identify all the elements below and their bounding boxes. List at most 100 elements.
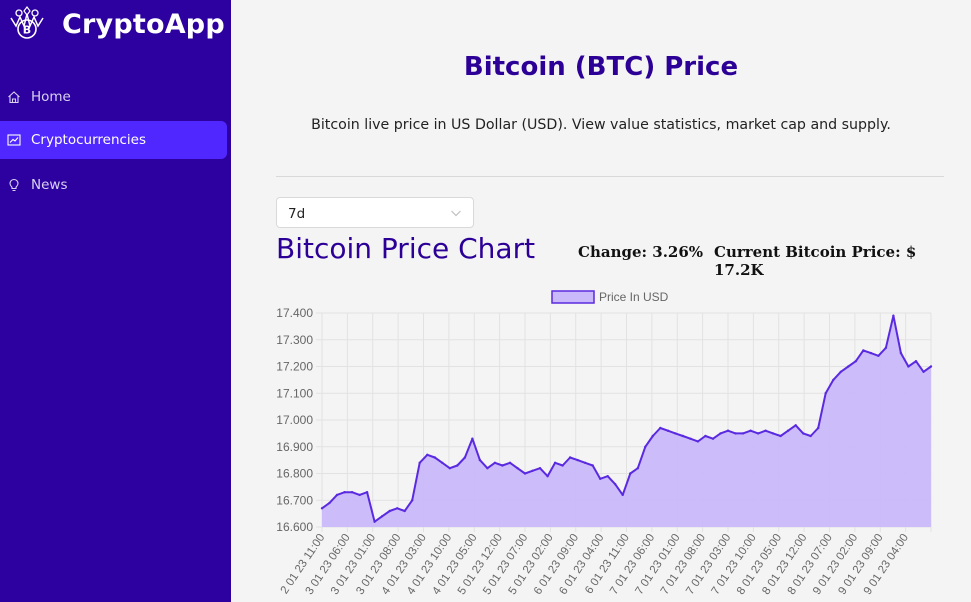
data-point (403, 509, 406, 513)
data-point (719, 432, 722, 435)
data-point (802, 432, 805, 435)
data-point (478, 458, 482, 462)
svg-text:B: B (23, 24, 31, 37)
data-point (388, 509, 391, 513)
data-point (320, 507, 324, 510)
main-content: Bitcoin (BTC) Price Bitcoin live price i… (231, 0, 971, 602)
data-point (749, 429, 752, 432)
data-point (696, 440, 700, 443)
fund-icon (7, 133, 21, 147)
data-point (591, 464, 594, 467)
data-point (726, 429, 730, 432)
sidebar-item-label: News (31, 177, 68, 193)
data-point (448, 467, 451, 470)
data-point (328, 501, 331, 505)
data-point (614, 483, 617, 486)
price-change: Change: 3.26% (578, 243, 704, 261)
data-point (899, 351, 903, 355)
data-point (365, 491, 369, 494)
data-point (681, 434, 685, 438)
data-point (636, 467, 639, 470)
data-point (546, 475, 549, 478)
data-point (606, 475, 609, 478)
data-point (659, 426, 662, 430)
y-tick-label: 17.000 (276, 413, 313, 427)
data-point (854, 360, 857, 363)
data-point (621, 493, 624, 497)
data-point (501, 464, 504, 467)
data-point (343, 491, 346, 494)
data-point (553, 461, 557, 464)
data-point (493, 461, 497, 464)
data-point (358, 493, 361, 497)
data-point (877, 354, 880, 357)
data-point (583, 461, 587, 464)
chevron-down-icon (451, 210, 461, 217)
current-price: Current Bitcoin Price: $ 17.2K (714, 243, 917, 279)
data-point (869, 351, 873, 355)
y-tick-label: 16.600 (276, 520, 313, 534)
data-point (373, 520, 376, 523)
divider (276, 176, 944, 177)
data-point (929, 365, 933, 368)
y-tick-label: 17.200 (276, 360, 313, 374)
y-tick-label: 16.700 (276, 493, 313, 507)
data-point (892, 314, 895, 317)
data-point (824, 392, 827, 395)
sidebar: B CryptoApp Home Cryptocurrencies News (0, 0, 231, 602)
legend-label: Price In USD (599, 290, 669, 304)
data-point (779, 434, 782, 438)
bulb-icon (7, 178, 21, 192)
home-icon (7, 90, 21, 104)
sidebar-item-label: Cryptocurrencies (31, 132, 147, 148)
data-point (741, 432, 745, 435)
data-point (568, 456, 572, 459)
data-point (508, 461, 512, 464)
y-tick-label: 17.100 (276, 386, 313, 400)
data-point (711, 437, 715, 440)
data-point (433, 456, 436, 459)
data-point (426, 453, 429, 456)
data-point (674, 432, 677, 435)
data-point (441, 461, 444, 464)
data-point (411, 499, 414, 502)
data-point (599, 477, 602, 480)
page-subtitle: Bitcoin live price in US Dollar (USD). V… (311, 117, 891, 133)
data-point (396, 507, 399, 510)
data-point (914, 360, 918, 363)
data-point (629, 472, 632, 475)
data-point (561, 464, 564, 467)
time-period-select[interactable]: 7d (276, 197, 474, 228)
brand[interactable]: B CryptoApp (8, 4, 225, 44)
sidebar-item-home[interactable]: Home (0, 78, 227, 116)
series-area (322, 315, 931, 527)
data-point (756, 432, 760, 435)
data-point (832, 378, 835, 382)
data-point (538, 467, 542, 470)
y-tick-label: 17.400 (276, 306, 313, 320)
data-point (456, 464, 459, 467)
sidebar-item-news[interactable]: News (0, 166, 227, 204)
page-title: Bitcoin (BTC) Price (463, 52, 739, 82)
data-point (486, 467, 489, 470)
data-point (644, 445, 647, 448)
data-point (817, 426, 820, 430)
data-point (884, 346, 888, 349)
y-tick-label: 16.900 (276, 440, 313, 454)
sidebar-item-label: Home (31, 89, 71, 105)
app-logo-icon: B (10, 6, 44, 39)
data-point (651, 434, 654, 438)
legend-swatch (551, 290, 595, 304)
data-point (862, 349, 865, 352)
data-point (335, 493, 339, 497)
data-point (847, 365, 850, 368)
data-point (809, 434, 812, 438)
time-period-value: 7d (288, 206, 306, 222)
y-tick-label: 16.800 (276, 467, 313, 481)
data-point (764, 429, 767, 432)
data-point (771, 432, 775, 435)
data-point (463, 456, 467, 459)
data-point (350, 491, 354, 494)
app-name: CryptoApp (62, 8, 225, 40)
sidebar-item-cryptocurrencies[interactable]: Cryptocurrencies (0, 121, 227, 159)
